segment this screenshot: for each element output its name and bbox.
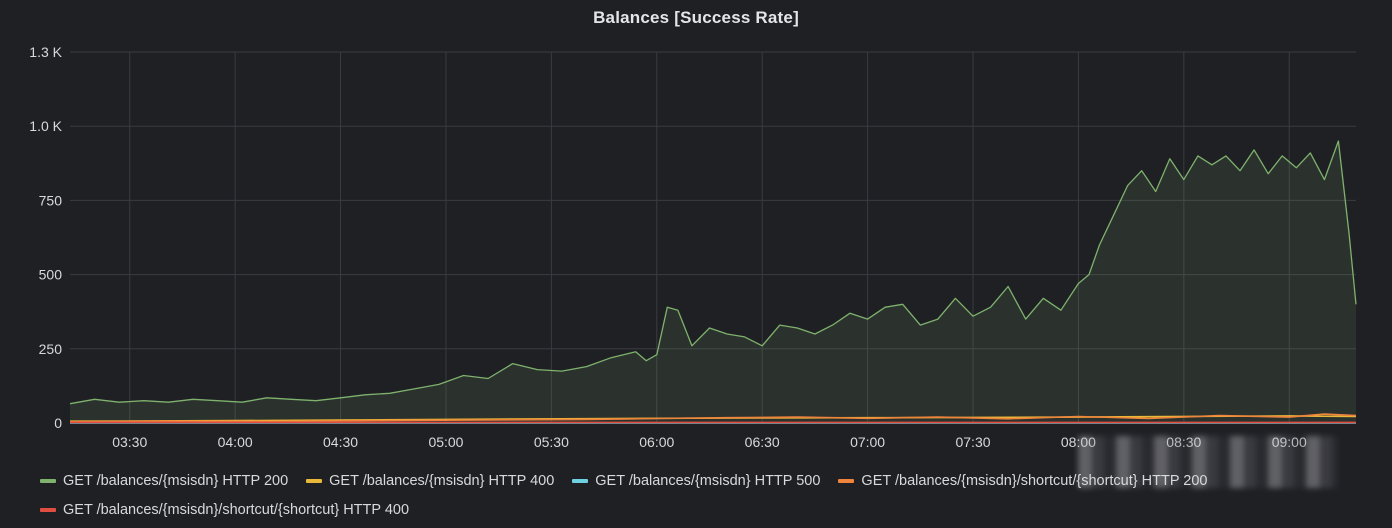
legend-item[interactable]: GET /balances/{msisdn}/shortcut/{shortcu…: [838, 473, 1207, 489]
legend-item[interactable]: GET /balances/{msisdn} HTTP 500: [572, 473, 820, 489]
y-tick-label: 0: [54, 415, 62, 431]
legend-row: GET /balances/{msisdn}/shortcut/{shortcu…: [40, 495, 1380, 524]
legend-item[interactable]: GET /balances/{msisdn}/shortcut/{shortcu…: [40, 502, 409, 518]
y-tick-label: 500: [39, 267, 63, 283]
series-line: [69, 413, 1357, 423]
x-tick-label: 07:00: [850, 434, 885, 450]
x-tick-label: 06:30: [745, 434, 780, 450]
legend-row: GET /balances/{msisdn} HTTP 200 GET /bala…: [40, 466, 1380, 495]
panel-title[interactable]: Balances [Success Rate]: [593, 8, 799, 27]
legend-label: GET /balances/{msisdn} HTTP 400: [329, 472, 555, 489]
x-tick-label: 04:30: [323, 434, 358, 450]
x-tick-label: 05:30: [534, 434, 569, 450]
legend: GET /balances/{msisdn} HTTP 200 GET /bala…: [40, 466, 1380, 524]
x-tick-label: 08:00: [1061, 434, 1096, 450]
x-tick-label: 04:00: [218, 434, 253, 450]
x-tick-label: 09:00: [1272, 434, 1307, 450]
x-tick-label: 03:30: [112, 434, 147, 450]
redaction-blur: [1078, 436, 1338, 488]
x-tick-label: 07:30: [955, 434, 990, 450]
legend-label: GET /balances/{msisdn}/shortcut/{shortcu…: [63, 501, 410, 518]
legend-item[interactable]: GET /balances/{msisdn} HTTP 400: [306, 473, 554, 489]
legend-label: GET /balances/{msisdn} HTTP 500: [595, 472, 821, 489]
x-tick-label: 08:30: [1166, 434, 1201, 450]
x-tick-label: 06:00: [639, 434, 674, 450]
legend-swatch-icon: [306, 478, 323, 483]
x-tick-label: 05:00: [428, 434, 463, 450]
y-tick-label: 1.3 K: [29, 44, 62, 60]
legend-swatch-icon: [40, 507, 56, 512]
legend-item[interactable]: GET /balances/{msisdn} HTTP 200: [40, 473, 288, 489]
legend-swatch-icon: [40, 478, 56, 483]
y-tick-label: 750: [39, 192, 63, 208]
legend-swatch-icon: [572, 478, 589, 483]
y-tick-label: 250: [39, 341, 63, 357]
legend-label: GET /balances/{msisdn}/shortcut/{shortcu…: [861, 472, 1208, 489]
series-area: [70, 141, 1356, 423]
y-tick-label: 1.0 K: [29, 118, 62, 134]
legend-label: GET /balances/{msisdn} HTTP 200: [63, 472, 289, 489]
chart-area[interactable]: 0 250 500 750 1.0 K 1.3 K 03:30 04:00 04:30 05:00…: [0, 0, 1392, 470]
legend-swatch-icon: [838, 478, 855, 483]
series-line: [69, 140, 1357, 405]
